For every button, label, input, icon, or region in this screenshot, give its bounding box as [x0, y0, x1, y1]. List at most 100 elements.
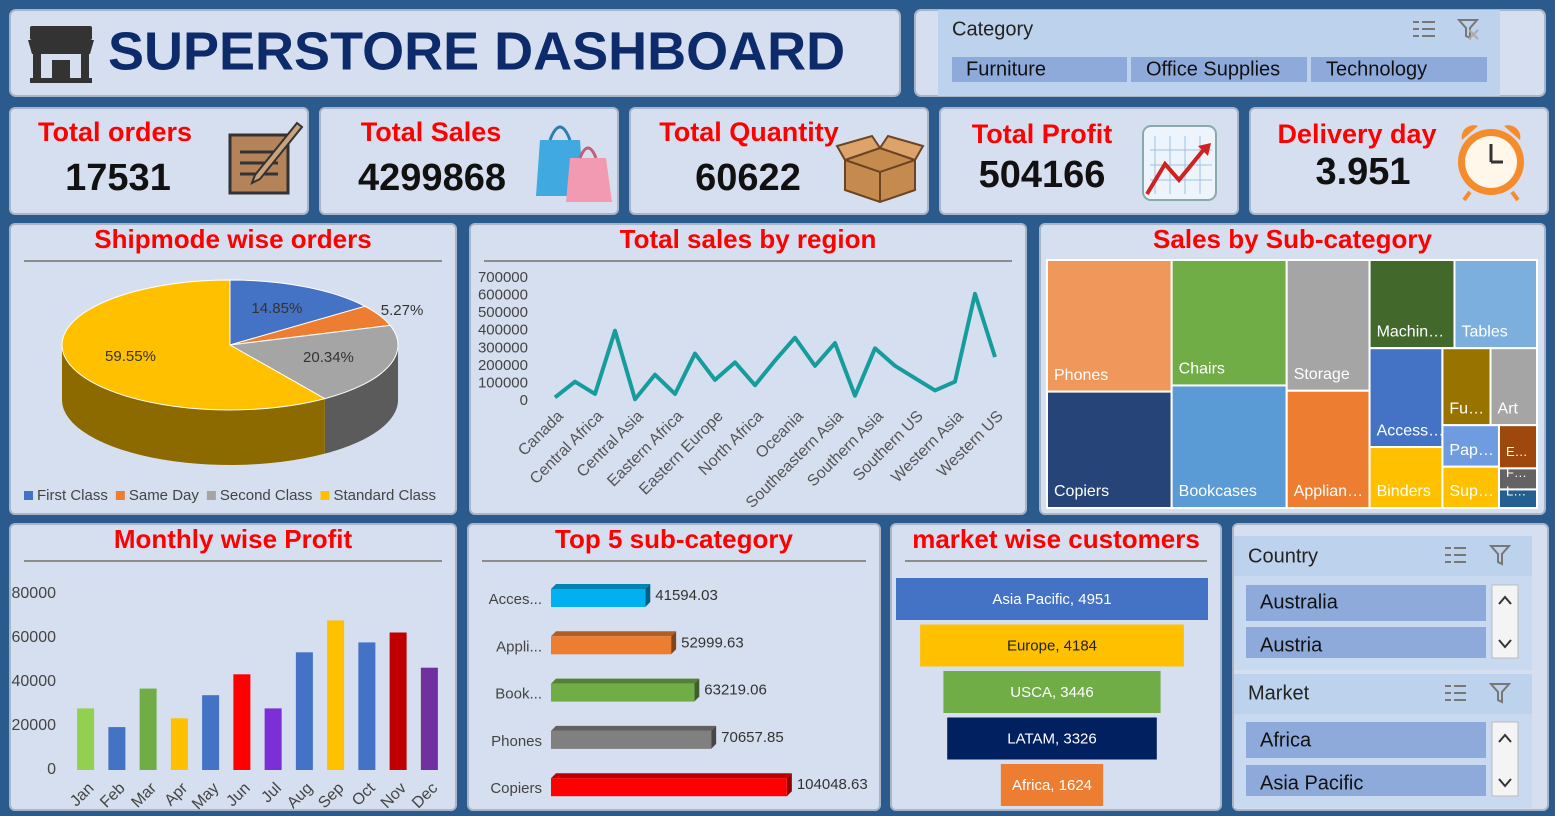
bar — [551, 683, 695, 702]
treemap-tile — [1441, 424, 1500, 468]
bar — [264, 708, 282, 770]
funnel-bar — [1000, 764, 1104, 806]
data-label: Europe, 4184 — [1007, 637, 1097, 654]
y-tick-label: 400000 — [478, 322, 528, 339]
tile-label: Tables — [1461, 323, 1507, 340]
bar — [327, 620, 345, 770]
bags-icon — [536, 125, 612, 202]
notepad-icon — [228, 121, 304, 195]
bar — [420, 667, 438, 770]
y-tick-label: 0 — [47, 761, 56, 778]
tile-label: Access… — [1377, 422, 1445, 439]
data-label: LATAM, 3326 — [1007, 730, 1097, 747]
slicer-item[interactable] — [1246, 765, 1486, 796]
data-label: 104048.63 — [797, 776, 868, 793]
tile-label: Sup… — [1449, 483, 1493, 500]
slicer-item-label[interactable]: Office Supplies — [1146, 58, 1280, 80]
treemap-tile — [1368, 446, 1444, 510]
bar-top — [551, 773, 792, 779]
slicer-header — [1234, 536, 1532, 576]
data-label: Asia Pacific, 4951 — [992, 591, 1111, 608]
kpi-value: 60622 — [695, 157, 801, 199]
slicer-item-label[interactable]: Africa — [1260, 729, 1312, 751]
y-tick-label: Acces... — [489, 591, 542, 608]
y-tick-label: 20000 — [12, 717, 57, 734]
bar — [551, 589, 646, 607]
bar — [551, 730, 712, 749]
scrollbar[interactable] — [1491, 721, 1519, 797]
tile-label: Applian… — [1294, 483, 1363, 500]
clock-icon — [1458, 125, 1524, 202]
y-tick-label: 80000 — [12, 585, 57, 602]
y-tick-label: 60000 — [12, 629, 57, 646]
bar — [295, 652, 313, 770]
bar-side — [671, 631, 677, 655]
tile-label: Pap… — [1449, 442, 1493, 459]
y-tick-label: 100000 — [478, 374, 528, 391]
chart-title: Sales by Sub-category — [1153, 224, 1432, 254]
data-label: 70657.85 — [721, 729, 784, 746]
slicer-item-label[interactable]: Asia Pacific — [1260, 772, 1363, 794]
kpi-value: 504166 — [979, 154, 1106, 196]
bar-top — [551, 725, 717, 731]
slicer-item[interactable] — [1311, 57, 1487, 82]
slicer-item[interactable] — [1246, 585, 1486, 621]
legend-swatch — [206, 491, 216, 500]
data-label: Africa, 1624 — [1012, 777, 1092, 794]
treemap-tile — [1170, 259, 1288, 387]
tile-label: Fu… — [1449, 400, 1484, 417]
treemap-tile — [1441, 465, 1500, 509]
chart-title: Monthly wise Profit — [114, 524, 353, 554]
data-label: 63219.06 — [704, 682, 767, 699]
slicer-item-label[interactable]: Austria — [1260, 634, 1323, 656]
data-label: 52999.63 — [681, 634, 744, 651]
funnel-bar — [943, 671, 1161, 713]
scroll-arrows — [1498, 595, 1512, 649]
tile-label: Chairs — [1179, 361, 1225, 378]
tile-label: Copiers — [1054, 483, 1109, 500]
slicer-item-label[interactable]: Technology — [1326, 58, 1427, 80]
treemap-tile — [1046, 259, 1173, 393]
slicer-item-label[interactable]: Australia — [1260, 591, 1339, 613]
data-label: 14.85% — [251, 300, 302, 317]
chart-title: Shipmode wise orders — [94, 224, 371, 254]
bar — [358, 642, 376, 770]
bar-side — [711, 725, 717, 749]
funnel-bar — [920, 624, 1184, 667]
box-icon — [835, 134, 925, 204]
data-label: USCA, 3446 — [1010, 684, 1093, 701]
slicer-item[interactable] — [1131, 57, 1307, 82]
treemap-tile — [1170, 384, 1288, 509]
treemap-tile — [1489, 347, 1538, 427]
pie-side — [62, 345, 325, 465]
kpi-label: Total orders — [38, 117, 192, 147]
slicer-item[interactable] — [952, 57, 1127, 82]
treemap-tile — [1497, 424, 1538, 470]
tile-label: F… — [1506, 465, 1527, 480]
slicer-item[interactable] — [1246, 627, 1486, 658]
tile-label: Binders — [1377, 483, 1431, 500]
filter-icons — [1445, 545, 1512, 704]
chart-title: Top 5 sub-category — [555, 524, 793, 554]
legend-label: Standard Class — [333, 487, 436, 504]
treemap-tile — [1285, 389, 1371, 509]
chart-panel — [469, 223, 1027, 515]
bar-top — [551, 631, 677, 637]
legend-swatch — [320, 491, 330, 500]
slicer-item[interactable] — [1246, 722, 1486, 758]
treemap-tile — [1368, 347, 1444, 449]
chart-panel — [467, 523, 881, 811]
slicer-item-label[interactable]: Furniture — [966, 58, 1046, 80]
bar — [77, 708, 95, 770]
bar-side — [645, 584, 651, 607]
tile-label: E… — [1506, 444, 1528, 459]
slicer-header — [1234, 674, 1532, 714]
y-tick-label: 40000 — [12, 673, 57, 690]
bar — [202, 695, 220, 770]
bar-top — [551, 584, 651, 589]
bar — [389, 632, 407, 770]
dashboard-title: SUPERSTORE DASHBOARD — [108, 21, 845, 81]
legend-swatch — [24, 491, 33, 500]
